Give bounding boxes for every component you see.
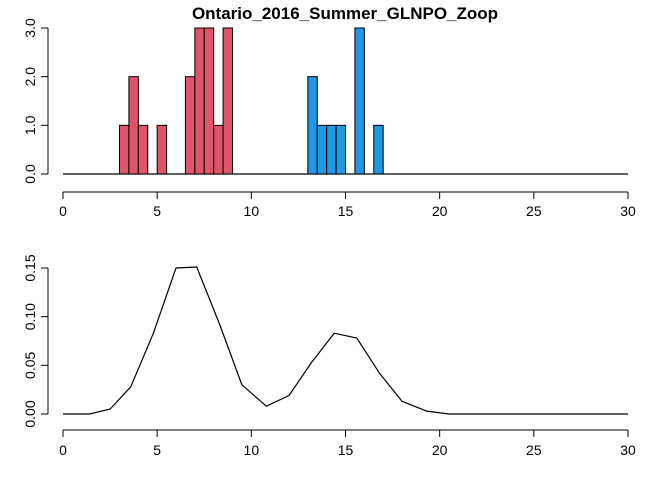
x-tick-label: 15 [338, 442, 354, 458]
histogram-bar [222, 27, 233, 175]
x-tick-label: 0 [59, 203, 67, 219]
x-tick-label: 15 [338, 203, 354, 219]
y-tick-label: 0.15 [22, 254, 38, 281]
histogram-bar [156, 124, 168, 175]
histogram-bar [307, 76, 318, 175]
density-line [63, 266, 628, 415]
histogram-bar [184, 76, 196, 175]
histogram-bar [128, 76, 139, 175]
y-tick-label: 2.0 [22, 67, 38, 87]
y-tick-label: 0.0 [22, 164, 38, 184]
x-tick-label: 10 [244, 203, 260, 219]
x-tick-label: 25 [526, 442, 542, 458]
x-tick-label: 30 [620, 203, 636, 219]
x-tick-label: 5 [153, 442, 161, 458]
y-tick-label: 0.10 [22, 303, 38, 330]
histogram-bar [335, 124, 347, 175]
histogram-bar [203, 27, 215, 175]
histogram-bar [194, 27, 205, 175]
y-tick-label: 1.0 [22, 115, 38, 135]
x-tick-label: 5 [153, 203, 161, 219]
histogram-bar [326, 124, 337, 175]
x-tick-label: 25 [526, 203, 542, 219]
x-tick-label: 30 [620, 442, 636, 458]
y-tick-label: 0.00 [22, 400, 38, 427]
panel-2: 0 5 10 15 20 25 30 0.00 0.05 0.10 0.15 [22, 254, 636, 458]
histogram-bar [137, 124, 149, 175]
panel-1: 0 5 10 15 20 25 30 0.0 1.0 2.0 3.0 [22, 18, 636, 219]
x-tick-label: 0 [59, 442, 67, 458]
chart-title: Ontario_2016_Summer_GLNPO_Zoop [192, 4, 498, 23]
x-tick-label: 20 [432, 203, 448, 219]
histogram-bar [213, 124, 224, 175]
x-tick-label: 10 [244, 442, 260, 458]
y-tick-label: 0.05 [22, 351, 38, 378]
histogram-bar [373, 124, 384, 175]
histogram-bar [354, 27, 365, 175]
histogram-bar [119, 124, 130, 175]
x-tick-label: 20 [432, 442, 448, 458]
histogram-bar [316, 124, 328, 175]
y-tick-label: 3.0 [22, 18, 38, 38]
